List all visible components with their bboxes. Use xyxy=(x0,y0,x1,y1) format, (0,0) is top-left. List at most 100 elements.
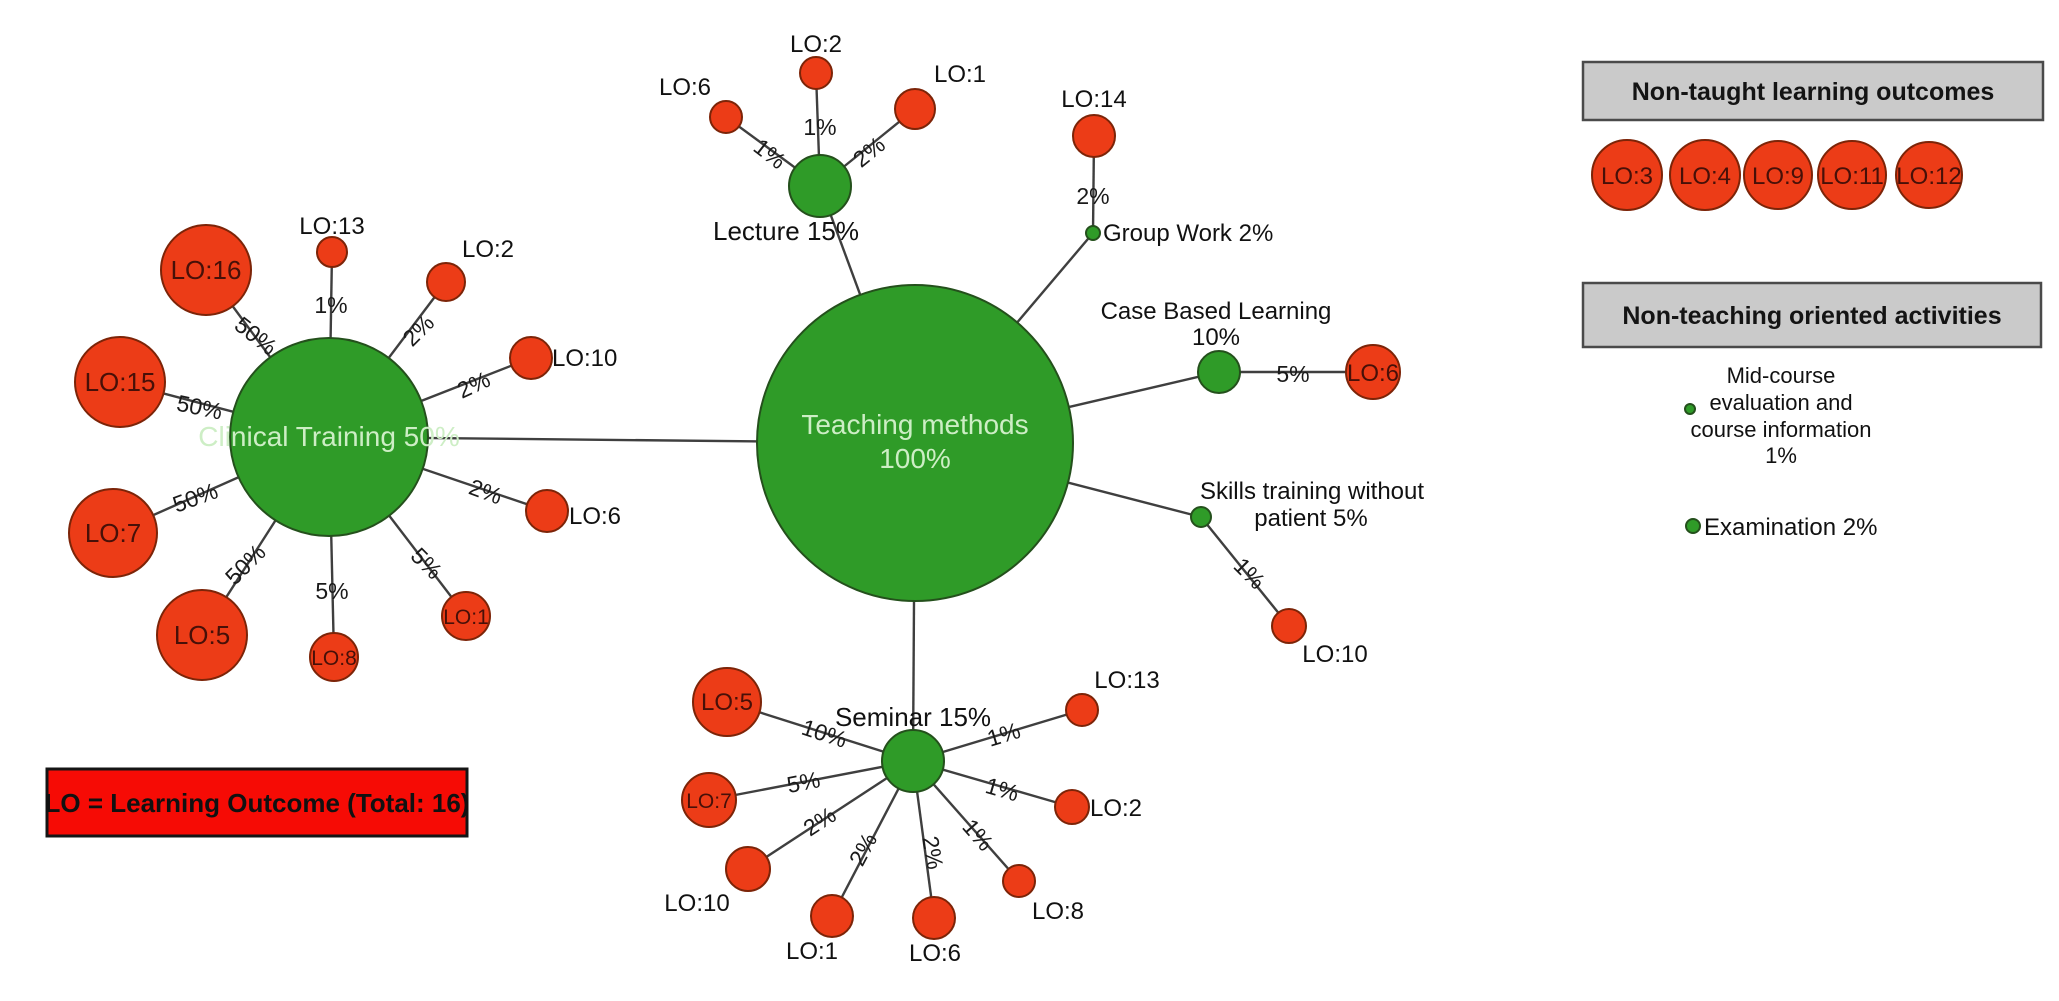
edge-label-clinical-lo7: 50% xyxy=(169,477,221,517)
label-clinical-lo6: LO:6 xyxy=(569,503,621,530)
edge-label-clinical-lo16: 50% xyxy=(230,311,282,360)
edge-seminar-lo7 xyxy=(708,759,914,802)
label-seminar-lo2: LO:2 xyxy=(1090,795,1142,822)
label-nontaught-lo11: LO:11 xyxy=(1820,163,1884,190)
node-group-work xyxy=(1085,225,1101,241)
node-nontaught-lo12 xyxy=(1895,141,1963,209)
label-lecture-lo2: LO:2 xyxy=(790,31,842,58)
node-seminar-lo13 xyxy=(1065,693,1099,727)
edge-label-seminar-lo6: 2% xyxy=(917,834,948,871)
label-seminar-lo13: LO:13 xyxy=(1094,667,1159,694)
edge-label-seminar-lo2: 1% xyxy=(983,772,1022,806)
label-clinical-lo5: LO:5 xyxy=(174,620,230,650)
node-clinical-lo2 xyxy=(426,262,466,302)
node-seminar-lo6 xyxy=(912,896,956,940)
label-groupwork-lo14: LO:14 xyxy=(1061,86,1126,113)
label-seminar-lo8: LO:8 xyxy=(1032,898,1084,925)
edge-label-clinical-lo8: 5% xyxy=(315,578,348,604)
node-seminar-lo10 xyxy=(725,846,771,892)
edge-label-clinical-lo10: 2% xyxy=(453,366,494,404)
label-skills-lo10: LO:10 xyxy=(1302,641,1367,668)
legend-text: LO = Learning Outcome (Total: 16) xyxy=(45,788,470,818)
label-seminar-lo7: LO:7 xyxy=(686,790,732,813)
node-seminar-lo2 xyxy=(1054,789,1090,825)
label-cbl-lo6: LO:6 xyxy=(1347,360,1399,387)
node-clinical-lo16 xyxy=(160,224,252,316)
label-skills-title-line2: patient 5% xyxy=(1254,505,1367,532)
node-seminar-lo5 xyxy=(692,667,762,737)
non-teaching-header-box xyxy=(1581,281,2043,349)
edge-label-clinical-lo1: 5% xyxy=(406,542,448,584)
edge-label-lecture-lo1: 2% xyxy=(848,131,890,172)
label-skills-title-line1: Skills training without xyxy=(1200,478,1424,505)
label-nontaught-lo3: LO:3 xyxy=(1601,163,1653,190)
label-lecture-title: Lecture 15% xyxy=(713,216,859,246)
node-lecture-lo2 xyxy=(799,56,833,90)
node-clinical-lo5 xyxy=(156,589,248,681)
node-lecture-lo6 xyxy=(709,100,743,134)
midcourse-label-line2: evaluation and xyxy=(1709,390,1852,415)
edge-seminar-lo10 xyxy=(747,759,914,871)
node-clinical-lo1 xyxy=(441,591,491,641)
node-seminar-lo1 xyxy=(810,894,854,938)
node-cbl-lo6 xyxy=(1345,344,1401,400)
edge-label-groupwork-lo14: 2% xyxy=(1076,183,1109,209)
node-seminar-lo7 xyxy=(681,772,737,828)
label-teaching-title: Teaching methods xyxy=(801,409,1028,440)
label-seminar-lo6: LO:6 xyxy=(909,940,961,967)
label-seminar-lo1: LO:1 xyxy=(786,938,838,965)
label-clinical-lo1: LO:1 xyxy=(443,606,489,629)
midcourse-label-line4: 1% xyxy=(1765,443,1797,468)
edge-skills-lo10 xyxy=(1200,516,1290,627)
label-nontaught-lo12: LO:12 xyxy=(1896,163,1961,190)
label-clinical-lo16: LO:16 xyxy=(171,255,242,285)
midcourse-label-line3: course information xyxy=(1691,417,1872,442)
label-clinical-lo10: LO:10 xyxy=(552,345,617,372)
edge-label-clinical-lo5: 50% xyxy=(220,539,271,590)
non-teaching-header-title: Non-teaching oriented activities xyxy=(1622,302,2001,330)
node-clinical-training xyxy=(229,337,429,537)
midcourse-label-line1: Mid-course xyxy=(1727,363,1836,388)
label-clinical-lo13: LO:13 xyxy=(299,213,364,240)
node-clinical-lo15 xyxy=(74,336,166,428)
label-groupwork-title: Group Work 2% xyxy=(1103,220,1273,247)
node-teaching-methods xyxy=(756,284,1074,602)
legend-box xyxy=(45,767,469,838)
edge-label-clinical-lo6: 2% xyxy=(466,474,506,510)
label-clinical-lo8: LO:8 xyxy=(311,647,357,670)
node-clinical-lo13 xyxy=(316,236,348,268)
node-examination xyxy=(1685,518,1701,534)
edge-label-clinical-lo15: 50% xyxy=(174,390,224,425)
node-clinical-lo8 xyxy=(309,632,359,682)
edge-label-clinical-lo13: 1% xyxy=(314,292,347,318)
label-nontaught-lo4: LO:4 xyxy=(1679,163,1731,190)
node-seminar xyxy=(881,729,945,793)
node-clinical-lo10 xyxy=(509,336,553,380)
edge-label-seminar-lo7: 5% xyxy=(785,766,823,798)
label-nontaught-lo9: LO:9 xyxy=(1752,163,1804,190)
non-taught-header-title: Non-taught learning outcomes xyxy=(1632,78,1995,106)
label-clinical-title: Clinical Training 50% xyxy=(198,421,459,452)
node-skills-training xyxy=(1190,506,1212,528)
edge-label-clinical-lo2: 2% xyxy=(397,309,439,351)
node-clinical-lo7 xyxy=(68,488,158,578)
node-skills-lo10 xyxy=(1271,608,1307,644)
node-clinical-lo6 xyxy=(525,489,569,533)
node-groupwork-lo14 xyxy=(1072,114,1116,158)
node-nontaught-lo9 xyxy=(1743,140,1813,210)
label-clinical-lo7: LO:7 xyxy=(85,518,141,548)
edge-label-seminar-lo1: 2% xyxy=(844,828,883,870)
node-lecture xyxy=(788,154,852,218)
label-cbl-pct: 10% xyxy=(1192,324,1240,351)
label-clinical-lo15: LO:15 xyxy=(85,367,156,397)
node-seminar-lo8 xyxy=(1002,864,1036,898)
label-teaching-pct: 100% xyxy=(879,443,951,474)
label-lecture-lo1: LO:1 xyxy=(934,61,986,88)
edge-label-cbl-lo6: 5% xyxy=(1276,361,1309,387)
label-lecture-lo6: LO:6 xyxy=(659,74,711,101)
node-nontaught-lo3 xyxy=(1591,139,1663,211)
node-nontaught-lo11 xyxy=(1817,140,1887,210)
non-taught-header-box xyxy=(1581,60,2045,122)
